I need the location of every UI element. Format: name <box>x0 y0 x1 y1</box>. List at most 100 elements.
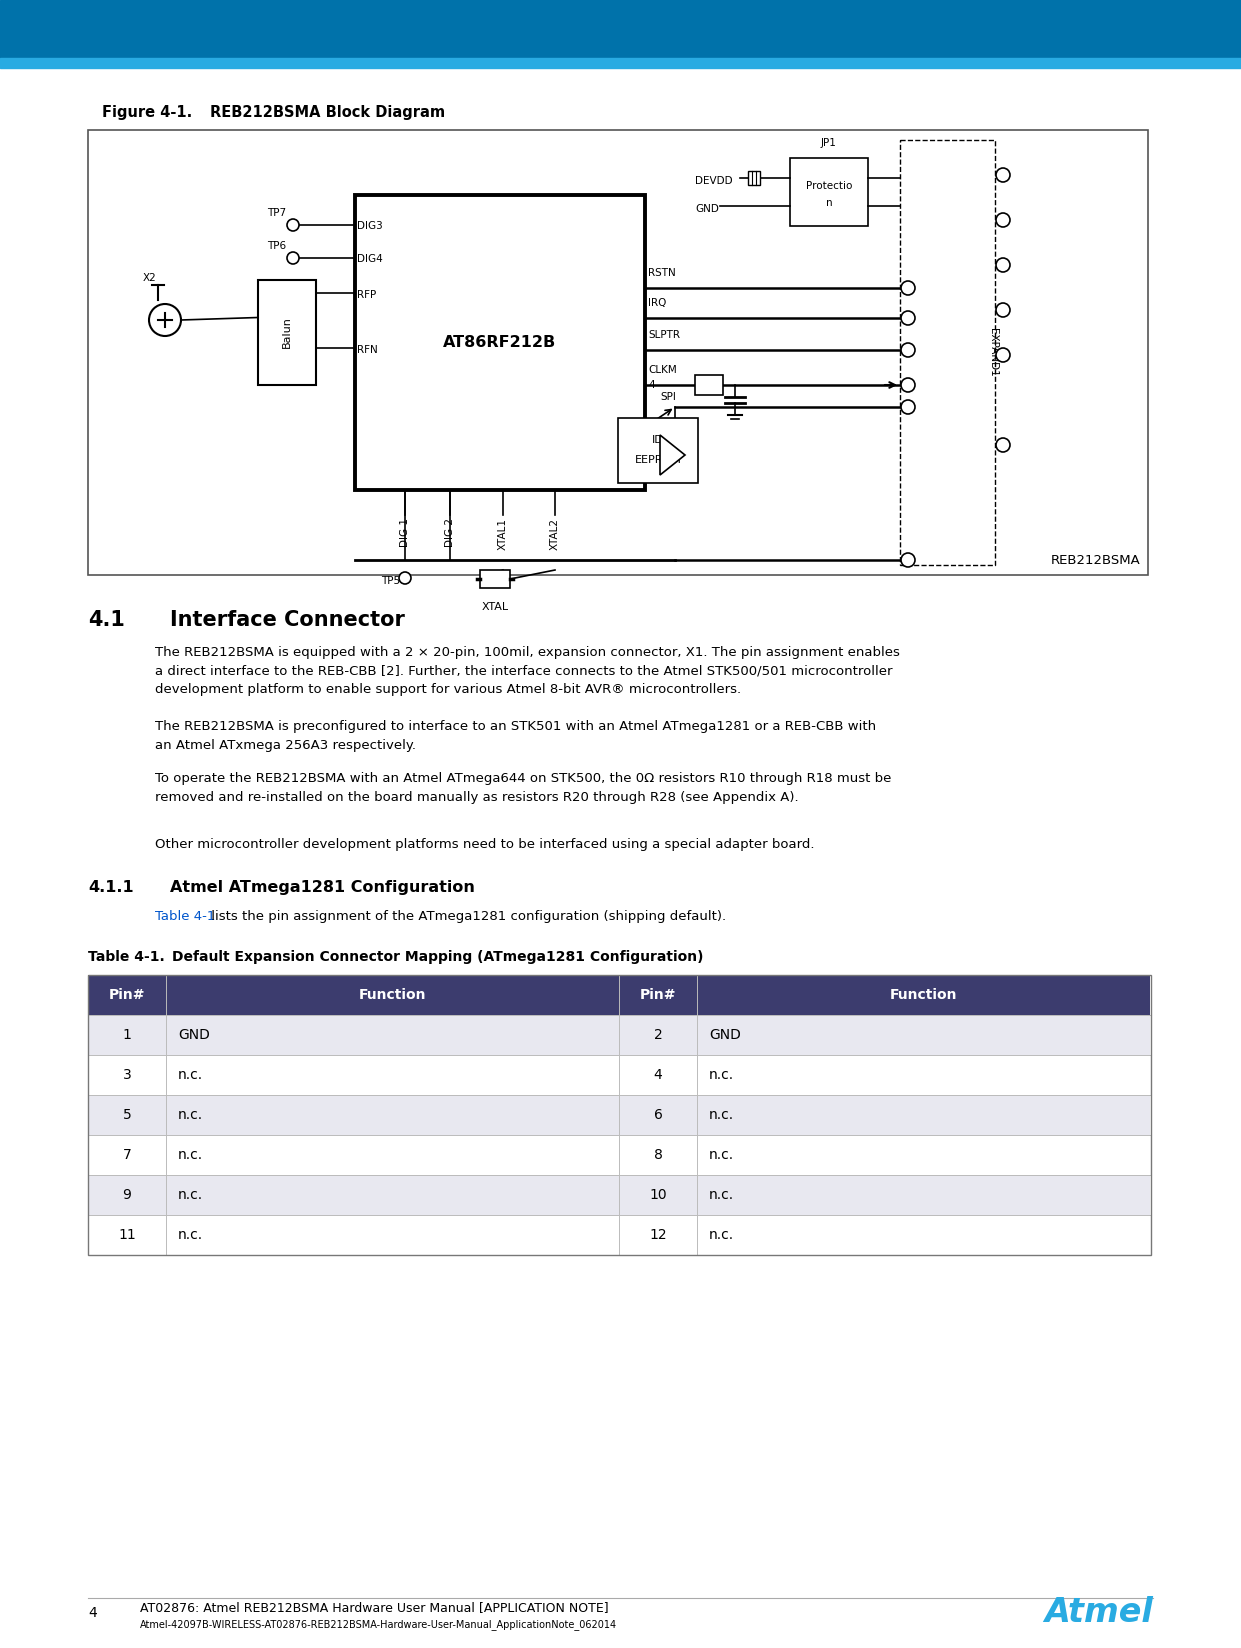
Text: n.c.: n.c. <box>177 1107 204 1122</box>
Text: lists the pin assignment of the ATmega1281 configuration (shipping default).: lists the pin assignment of the ATmega12… <box>207 910 726 923</box>
Text: 8: 8 <box>654 1149 663 1162</box>
Text: SLPTR: SLPTR <box>648 330 680 339</box>
Text: TP7: TP7 <box>267 208 285 218</box>
Text: CLKM: CLKM <box>648 364 676 376</box>
Text: TP5: TP5 <box>381 577 400 587</box>
Text: AT86RF212B: AT86RF212B <box>443 335 557 349</box>
Text: GND: GND <box>709 1028 741 1042</box>
Bar <box>166 1175 619 1215</box>
Text: Figure 4-1.: Figure 4-1. <box>102 105 192 120</box>
Bar <box>695 376 724 396</box>
Text: GND: GND <box>177 1028 210 1042</box>
Bar <box>166 976 619 1015</box>
Text: REB212BSMA: REB212BSMA <box>1050 554 1140 567</box>
Bar <box>88 130 1148 575</box>
Circle shape <box>901 343 915 358</box>
Bar <box>166 1015 619 1055</box>
Bar <box>88 1135 166 1175</box>
Text: n.c.: n.c. <box>709 1068 735 1083</box>
Circle shape <box>901 377 915 392</box>
Bar <box>697 1215 1150 1256</box>
Bar <box>166 1094 619 1135</box>
Text: TP6: TP6 <box>267 241 285 250</box>
Bar <box>480 570 510 588</box>
Circle shape <box>997 259 1010 272</box>
Bar <box>697 1015 1150 1055</box>
Circle shape <box>901 311 915 325</box>
Bar <box>88 976 166 1015</box>
Text: EXPAND1: EXPAND1 <box>988 328 998 377</box>
Text: Atmel ATmega1281 Configuration: Atmel ATmega1281 Configuration <box>170 880 475 895</box>
Text: n.c.: n.c. <box>177 1188 204 1201</box>
Bar <box>0 0 1241 58</box>
Circle shape <box>997 348 1010 363</box>
Circle shape <box>287 219 299 231</box>
Text: DIG 1: DIG 1 <box>400 517 410 547</box>
Circle shape <box>997 213 1010 227</box>
Circle shape <box>149 303 181 336</box>
Text: n.c.: n.c. <box>709 1228 735 1243</box>
Text: JP1: JP1 <box>822 138 836 148</box>
Text: 4: 4 <box>654 1068 663 1083</box>
Circle shape <box>901 554 915 567</box>
Text: RFP: RFP <box>357 290 376 300</box>
Text: Pin#: Pin# <box>109 989 145 1002</box>
Bar <box>88 1055 166 1094</box>
Text: X2: X2 <box>143 274 156 283</box>
Bar <box>618 419 697 483</box>
Bar <box>88 1175 166 1215</box>
Text: 4.1: 4.1 <box>88 610 125 630</box>
Text: XTAL1: XTAL1 <box>498 517 508 550</box>
Bar <box>88 1015 166 1055</box>
Bar <box>900 140 995 565</box>
Text: n.c.: n.c. <box>709 1107 735 1122</box>
Circle shape <box>287 252 299 264</box>
Bar <box>166 1135 619 1175</box>
Text: 6: 6 <box>654 1107 663 1122</box>
Text: n: n <box>825 198 833 208</box>
Text: 5: 5 <box>123 1107 132 1122</box>
Text: 11: 11 <box>118 1228 135 1243</box>
Bar <box>88 1094 166 1135</box>
Polygon shape <box>660 435 685 475</box>
Text: Table 4-1.: Table 4-1. <box>88 949 165 964</box>
Text: The REB212BSMA is preconfigured to interface to an STK501 with an Atmel ATmega12: The REB212BSMA is preconfigured to inter… <box>155 720 876 751</box>
Text: DIG 2: DIG 2 <box>446 517 455 547</box>
Text: IRQ: IRQ <box>648 298 666 308</box>
Bar <box>791 158 867 226</box>
Text: GND: GND <box>695 204 719 214</box>
Text: n.c.: n.c. <box>177 1068 204 1083</box>
Bar <box>355 194 645 489</box>
Text: 7: 7 <box>123 1149 132 1162</box>
Text: XTAL: XTAL <box>482 602 509 611</box>
Bar <box>697 1094 1150 1135</box>
Bar <box>88 1215 166 1256</box>
Text: Function: Function <box>359 989 426 1002</box>
Circle shape <box>901 400 915 414</box>
Text: 4: 4 <box>88 1607 97 1620</box>
Text: 9: 9 <box>123 1188 132 1201</box>
Text: DEVDD: DEVDD <box>695 176 732 186</box>
Text: 12: 12 <box>649 1228 666 1243</box>
Text: Balun: Balun <box>282 316 292 348</box>
Bar <box>258 280 316 386</box>
Text: 3: 3 <box>123 1068 132 1083</box>
Text: 4: 4 <box>648 381 654 391</box>
Bar <box>697 1175 1150 1215</box>
Text: n.c.: n.c. <box>709 1188 735 1201</box>
Text: DIG3: DIG3 <box>357 221 382 231</box>
Bar <box>697 1135 1150 1175</box>
Text: 2: 2 <box>654 1028 663 1042</box>
Text: SPI: SPI <box>660 392 676 402</box>
Bar <box>0 58 1241 68</box>
Bar <box>619 1215 697 1256</box>
Circle shape <box>997 168 1010 181</box>
Circle shape <box>997 303 1010 316</box>
Circle shape <box>400 572 411 583</box>
Text: Atmel: Atmel <box>1044 1597 1153 1630</box>
Text: n.c.: n.c. <box>177 1228 204 1243</box>
Text: The REB212BSMA is equipped with a 2 × 20-pin, 100mil, expansion connector, X1. T: The REB212BSMA is equipped with a 2 × 20… <box>155 646 900 695</box>
Text: RSTN: RSTN <box>648 269 676 279</box>
Text: 10: 10 <box>649 1188 666 1201</box>
Text: AT02876: Atmel REB212BSMA Hardware User Manual [APPLICATION NOTE]: AT02876: Atmel REB212BSMA Hardware User … <box>140 1602 608 1615</box>
